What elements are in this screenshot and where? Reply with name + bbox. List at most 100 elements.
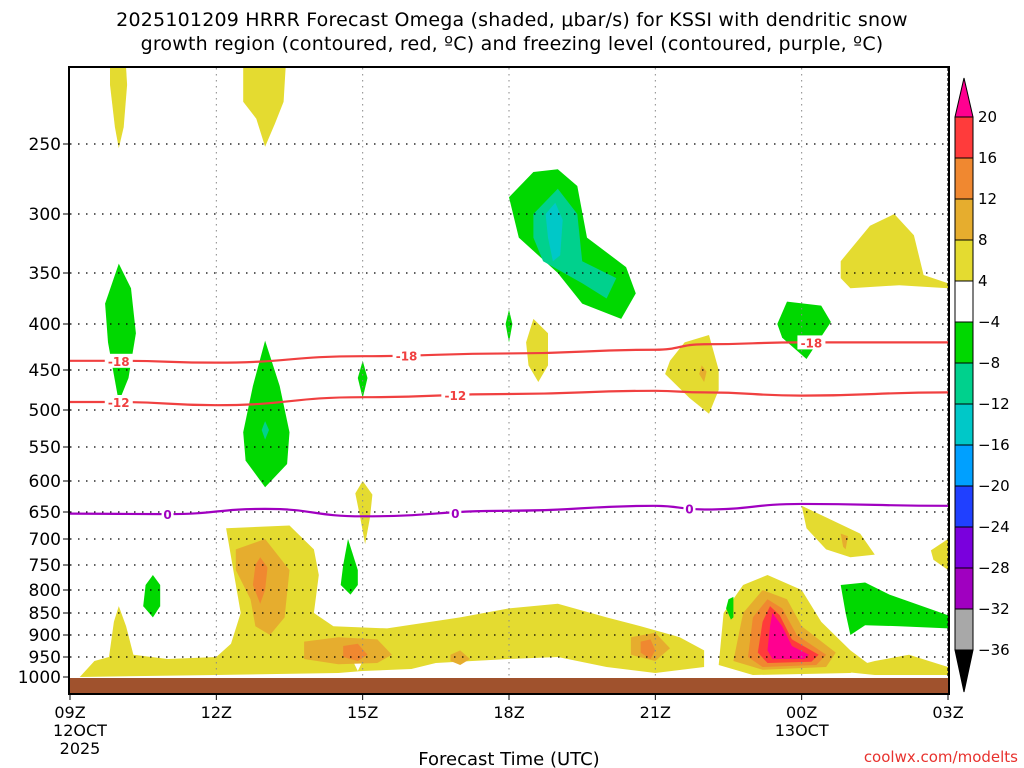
colorbar-swatch: [954, 321, 974, 364]
colorbar: 20 16 12 8 4 −4 −8 −12 −16 −20 −24 −28 −32 −36: [954, 77, 1010, 693]
contour-label-dendritic-top: -18: [108, 355, 130, 369]
y-tick-label: 450: [29, 361, 61, 381]
ground-bar: [70, 678, 948, 694]
y-tick-label: 950: [29, 648, 61, 668]
chart-title-line-2: growth region (contoured, red, ºC) and f…: [140, 33, 884, 55]
colorbar-swatch: [954, 608, 974, 651]
shade-green-10z: [105, 263, 136, 402]
grid-lines: [70, 68, 949, 694]
contour-label-freezing-level: 0: [451, 507, 459, 521]
shade-green-01z-low: [840, 582, 948, 635]
colorbar-swatch: [954, 239, 974, 282]
credit-link[interactable]: coolwx.com/modelts: [864, 748, 1018, 766]
shade-magenta-23z: [767, 613, 809, 659]
x-tick-sublabel: 2025: [60, 739, 101, 758]
x-tick-label: 03Z: [932, 703, 963, 722]
contour-label-bg: [104, 395, 133, 409]
contour-lines: -18 -18 -18 -12 -12 0 0 0: [69, 335, 949, 522]
colorbar-label: −8: [978, 354, 1000, 372]
colorbar-swatch: [954, 526, 974, 569]
contour-label-bg: [441, 388, 470, 403]
shade-yellow-surface-right: [835, 654, 948, 675]
y-tick-label: 600: [29, 472, 61, 492]
x-tick-label: 12Z: [201, 703, 232, 722]
y-tick-label: 800: [29, 581, 61, 601]
colorbar-label: −24: [978, 518, 1010, 536]
y-tick-label: 850: [29, 604, 61, 624]
colorbar-swatch: [954, 403, 974, 446]
x-tick-sublabel: 12OCT: [53, 721, 107, 740]
colorbar-label: −16: [978, 436, 1010, 454]
colorbar-arrow-bottom: [954, 649, 974, 693]
shade-green-22z-low: [726, 596, 734, 620]
shade-gold-01z-mid: [840, 533, 848, 550]
shade-yellow-16z: [355, 481, 373, 545]
shade-orange-13z-low: [252, 557, 268, 604]
colorbar-swatch: [954, 362, 974, 405]
omega-shading: [79, 68, 948, 677]
contour-label-bg: [161, 507, 174, 522]
contour-label-freezing-level: 0: [685, 502, 693, 516]
colorbar-swatch: [954, 157, 974, 200]
y-tick-label: 1000: [18, 668, 61, 688]
y-axis-ticks: 2503003504004505005506006507007508008509…: [18, 135, 69, 688]
colorbar-swatch: [954, 116, 974, 159]
colorbar-label: −36: [978, 641, 1010, 659]
shade-yellow-02z-aloft: [840, 214, 948, 289]
shade-orange-15z-low: [343, 643, 368, 661]
shade-yellow-22z: [665, 335, 719, 414]
shade-cyan-19z: [545, 202, 563, 262]
colorbar-label: −32: [978, 600, 1010, 618]
shade-yellow-lowlevel: [79, 525, 705, 677]
colorbar-label: 12: [978, 190, 997, 208]
shade-yellow-13z-upper: [243, 68, 286, 147]
shade-teal-13z: [261, 421, 269, 440]
colorbar-label: −28: [978, 559, 1010, 577]
contour-label-dendritic-top: -18: [396, 349, 418, 363]
colorbar-label: −20: [978, 477, 1010, 495]
colorbar-arrow-top: [954, 77, 974, 118]
y-tick-label: 900: [29, 626, 61, 646]
contour-dendritic-bottom: [70, 389, 949, 407]
colorbar-swatch: [954, 444, 974, 487]
shade-orange-21z-low: [640, 639, 656, 659]
contour-label-dendritic-top: -18: [801, 336, 823, 350]
colorbar-swatch: [954, 567, 974, 610]
contour-label-bg: [449, 505, 462, 520]
shade-green-11z-low: [143, 575, 161, 618]
y-tick-label: 500: [29, 401, 61, 421]
colorbar-label: 16: [978, 149, 997, 167]
colorbar-label: 4: [978, 272, 988, 290]
x-tick-sublabel: 13OCT: [775, 721, 829, 740]
shade-green-13z: [243, 340, 290, 488]
y-tick-label: 350: [29, 264, 61, 284]
contour-label-bg: [392, 348, 421, 363]
shade-yellow-00z-mid: [801, 505, 875, 558]
contour-freezing-level: [69, 502, 949, 518]
shade-yellow-10z-upper: [110, 68, 128, 149]
y-tick-label: 550: [29, 438, 61, 458]
chart-title-line-1: 2025101209 HRRR Forecast Omega (shaded, …: [116, 9, 908, 31]
contour-label-dendritic-bottom: -12: [445, 389, 467, 403]
shade-yellow-19z: [526, 318, 548, 382]
shade-green-23z-aloft: [777, 301, 831, 359]
x-tick-label: 09Z: [54, 703, 85, 722]
shade-green-16z: [357, 360, 368, 398]
y-tick-label: 650: [29, 503, 61, 523]
y-tick-label: 750: [29, 556, 61, 576]
colorbar-swatch: [954, 485, 974, 528]
x-tick-label: 18Z: [493, 703, 524, 722]
colorbar-swatch: [954, 280, 974, 323]
contour-label-bg: [683, 501, 696, 516]
y-tick-label: 300: [29, 205, 61, 225]
contour-dendritic-top: [70, 341, 948, 364]
colorbar-label: 20: [978, 108, 997, 126]
shade-green-15z-low: [340, 539, 358, 595]
colorbar-label: 8: [978, 231, 988, 249]
x-tick-label: 21Z: [640, 703, 671, 722]
y-tick-label: 250: [29, 135, 61, 155]
x-tick-label: 00Z: [786, 703, 817, 722]
colorbar-swatch: [954, 198, 974, 241]
